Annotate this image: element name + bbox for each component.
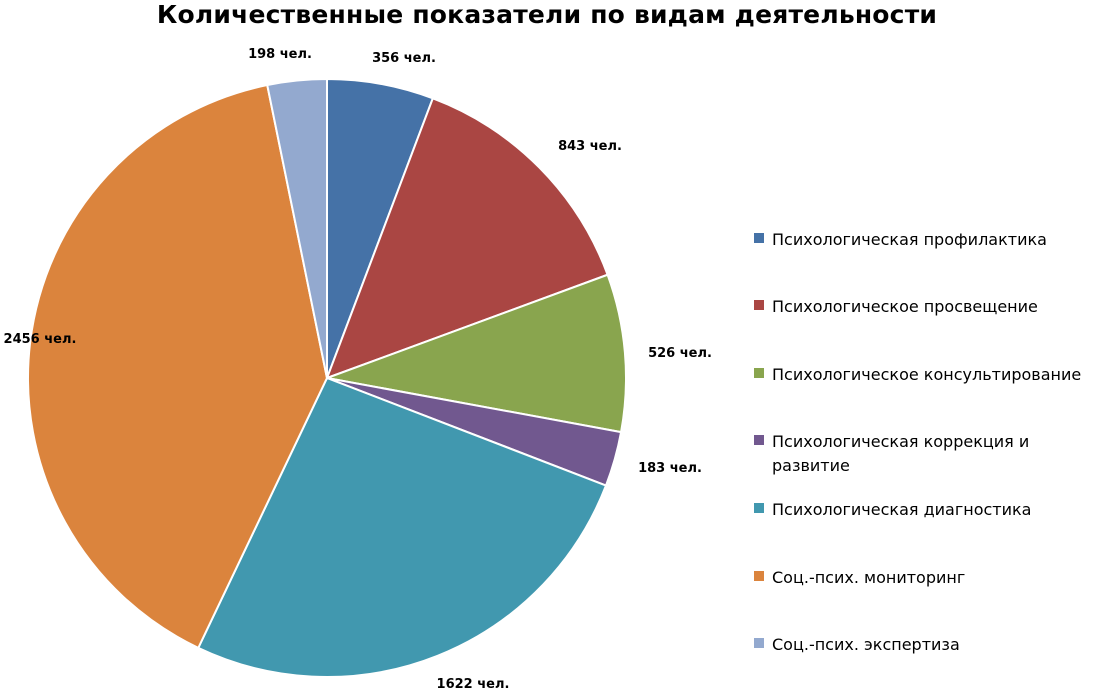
legend-label: Психологическое консультирование (772, 365, 1082, 384)
data-label: 1622 чел. (437, 677, 510, 688)
pie-slice (27, 84, 328, 649)
pie-slice (266, 78, 328, 379)
data-label: 2456 чел. (4, 332, 77, 347)
pie-slice (326, 97, 609, 379)
data-label: 526 чел. (648, 346, 712, 361)
legend-swatch (754, 435, 764, 445)
data-label: 198 чел. (248, 47, 312, 62)
legend-label: Психологическое просвещение (772, 297, 1038, 316)
data-label: 843 чел. (558, 139, 622, 154)
pie-slice (326, 273, 627, 434)
legend-label: Соц.-псих. экспертиза (772, 635, 960, 654)
legend-label: Психологическая профилактика (772, 230, 1047, 249)
data-label: 356 чел. (372, 51, 436, 66)
chart-title: Количественные показатели по видам деяте… (156, 0, 938, 29)
data-label: 183 чел. (638, 461, 702, 476)
legend-swatch (754, 368, 764, 378)
legend-label: Психологическая коррекция и развитие (772, 432, 1030, 475)
legend-swatch (754, 638, 764, 648)
pie-slice (197, 377, 607, 678)
legend-swatch (754, 233, 764, 243)
legend-swatch (754, 503, 764, 513)
legend-swatch (754, 300, 764, 310)
legend-swatch (754, 571, 764, 581)
legend-label: Психологическая диагностика (772, 500, 1032, 519)
legend-label: Соц.-псих. мониторинг (772, 568, 966, 587)
